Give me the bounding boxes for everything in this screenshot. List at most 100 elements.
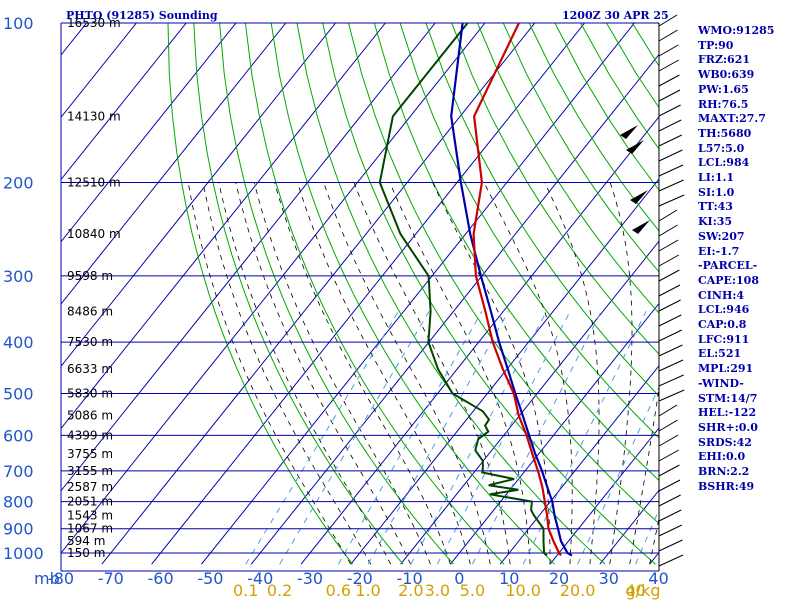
wind-barb [658,44,679,57]
mixing-ratio-line [436,311,571,565]
height-label: 6633 m [67,362,113,376]
wind-barb [658,344,683,357]
pressure-tick-label: 900 [3,520,34,539]
parcel-trace [450,23,573,557]
height-label: 594 m [67,534,105,548]
wind-barb [658,14,678,27]
isotherm-line [61,23,386,430]
wind-barb [658,254,680,267]
temperature-tick-label: 10 [499,569,519,588]
moist-adiabat-line [629,385,659,565]
temperature-tick-label: -10 [397,569,423,588]
height-label: 1067 m [67,522,113,536]
pressure-tick-label: 200 [3,174,34,193]
isotherm-line [250,53,659,565]
isotherm-line [61,23,137,119]
pressure-tick-label: 700 [3,462,34,481]
wind-barb [658,209,678,222]
temperature-tick-label: -30 [297,569,323,588]
wind-barb [658,434,679,447]
isotherm-line [350,178,659,565]
height-label: 5830 m [67,386,113,400]
stat-item: EL:521 [698,347,742,361]
wind-barb [658,29,678,42]
wind-barb [658,59,680,72]
mixing-ratio-tick-label: 20.0 [560,581,596,600]
wind-barb [658,539,683,552]
wind-barb [658,179,684,192]
moist-adiabat-line [297,182,471,565]
dewpoint-trace [378,23,548,557]
wind-barb [658,554,684,567]
height-label: 9598 m [67,269,113,283]
mixing-ratio-line [367,311,509,565]
sounding-traces [378,23,573,557]
stat-item: LI:1.1 [698,171,735,185]
wind-barb [658,329,683,342]
height-label: 7530 m [67,335,113,349]
stat-item: LFC:911 [698,332,750,346]
moist-adiabat-line [235,182,411,565]
wind-barb [658,134,683,147]
mixing-ratio-tick-label: 0.2 [267,581,292,600]
dry-adiabat-line [322,23,656,565]
moist-adiabat-line [323,182,491,565]
isotherm-line [61,23,436,492]
mixing-ratio-tick-label: 1.0 [355,581,380,600]
stat-item: EI:-1.7 [698,244,740,258]
stat-item: BRN:2.2 [698,465,750,479]
isotherm-line [101,23,536,565]
stat-item: L57:5.0 [698,141,745,155]
stat-item: WB0:639 [698,68,755,82]
wind-barb [658,194,685,207]
dry-adiabat-line [373,23,659,482]
dry-adiabat-line [193,23,404,565]
height-label: 1543 m [67,509,113,523]
stat-item: CINH:4 [698,288,745,302]
wind-barb [658,89,681,102]
wind-barb [658,284,681,297]
dry-adiabat-line [219,23,454,565]
dry-adiabat-line [787,23,800,564]
temperature-tick-label: -60 [148,569,174,588]
moist-adiabat-line [218,182,392,565]
wind-barb [658,524,683,537]
mixing-ratio-tick-label: 5.0 [460,581,485,600]
pressure-tick-label: 400 [3,333,34,352]
station-title: PHTO (91285) Sounding [66,9,218,22]
moist-adiabat-line [253,182,431,565]
wind-barb [658,104,681,117]
stat-item: SW:207 [698,229,745,243]
wind-barb [658,374,684,387]
mixing-ratio-tick-label: 0.1 [233,581,258,600]
stat-item: KI:35 [698,215,733,229]
temperature-tick-label: -70 [98,569,124,588]
wind-barb [658,74,680,87]
stat-item: RH:76.5 [698,97,749,111]
mixing-ratio-tick-label: 0.6 [326,581,351,600]
stat-item: LCL:946 [698,303,750,317]
stat-item: EHI:0.0 [698,450,746,464]
pressure-tick-label: 800 [3,493,34,512]
mixing-ratio-unit-label: g/kg [626,581,661,600]
moist-adiabat-line [353,182,511,565]
temperature-tick-label: 20 [549,569,569,588]
stat-item: BSHR:49 [698,479,755,493]
moist-adiabat-line [609,182,633,565]
height-label: 150 m [67,546,105,560]
pressure-tick-label: 100 [3,14,34,33]
moist-adiabat-line [274,182,451,565]
stat-item: FRZ:621 [698,53,751,67]
stat-item: HEL:-122 [698,406,757,420]
dry-adiabat-line [399,23,659,439]
moist-adiabat-line [389,182,531,565]
height-label: 2587 m [67,480,113,494]
mixing-ratio-line [471,311,602,565]
wind-barb [658,389,685,402]
stat-item: MPL:291 [698,362,754,376]
moist-adiabat-line [187,182,352,565]
dry-adiabat-line [244,23,505,565]
stat-item: LCL:984 [698,156,750,170]
height-label: 12510 m [67,176,121,190]
